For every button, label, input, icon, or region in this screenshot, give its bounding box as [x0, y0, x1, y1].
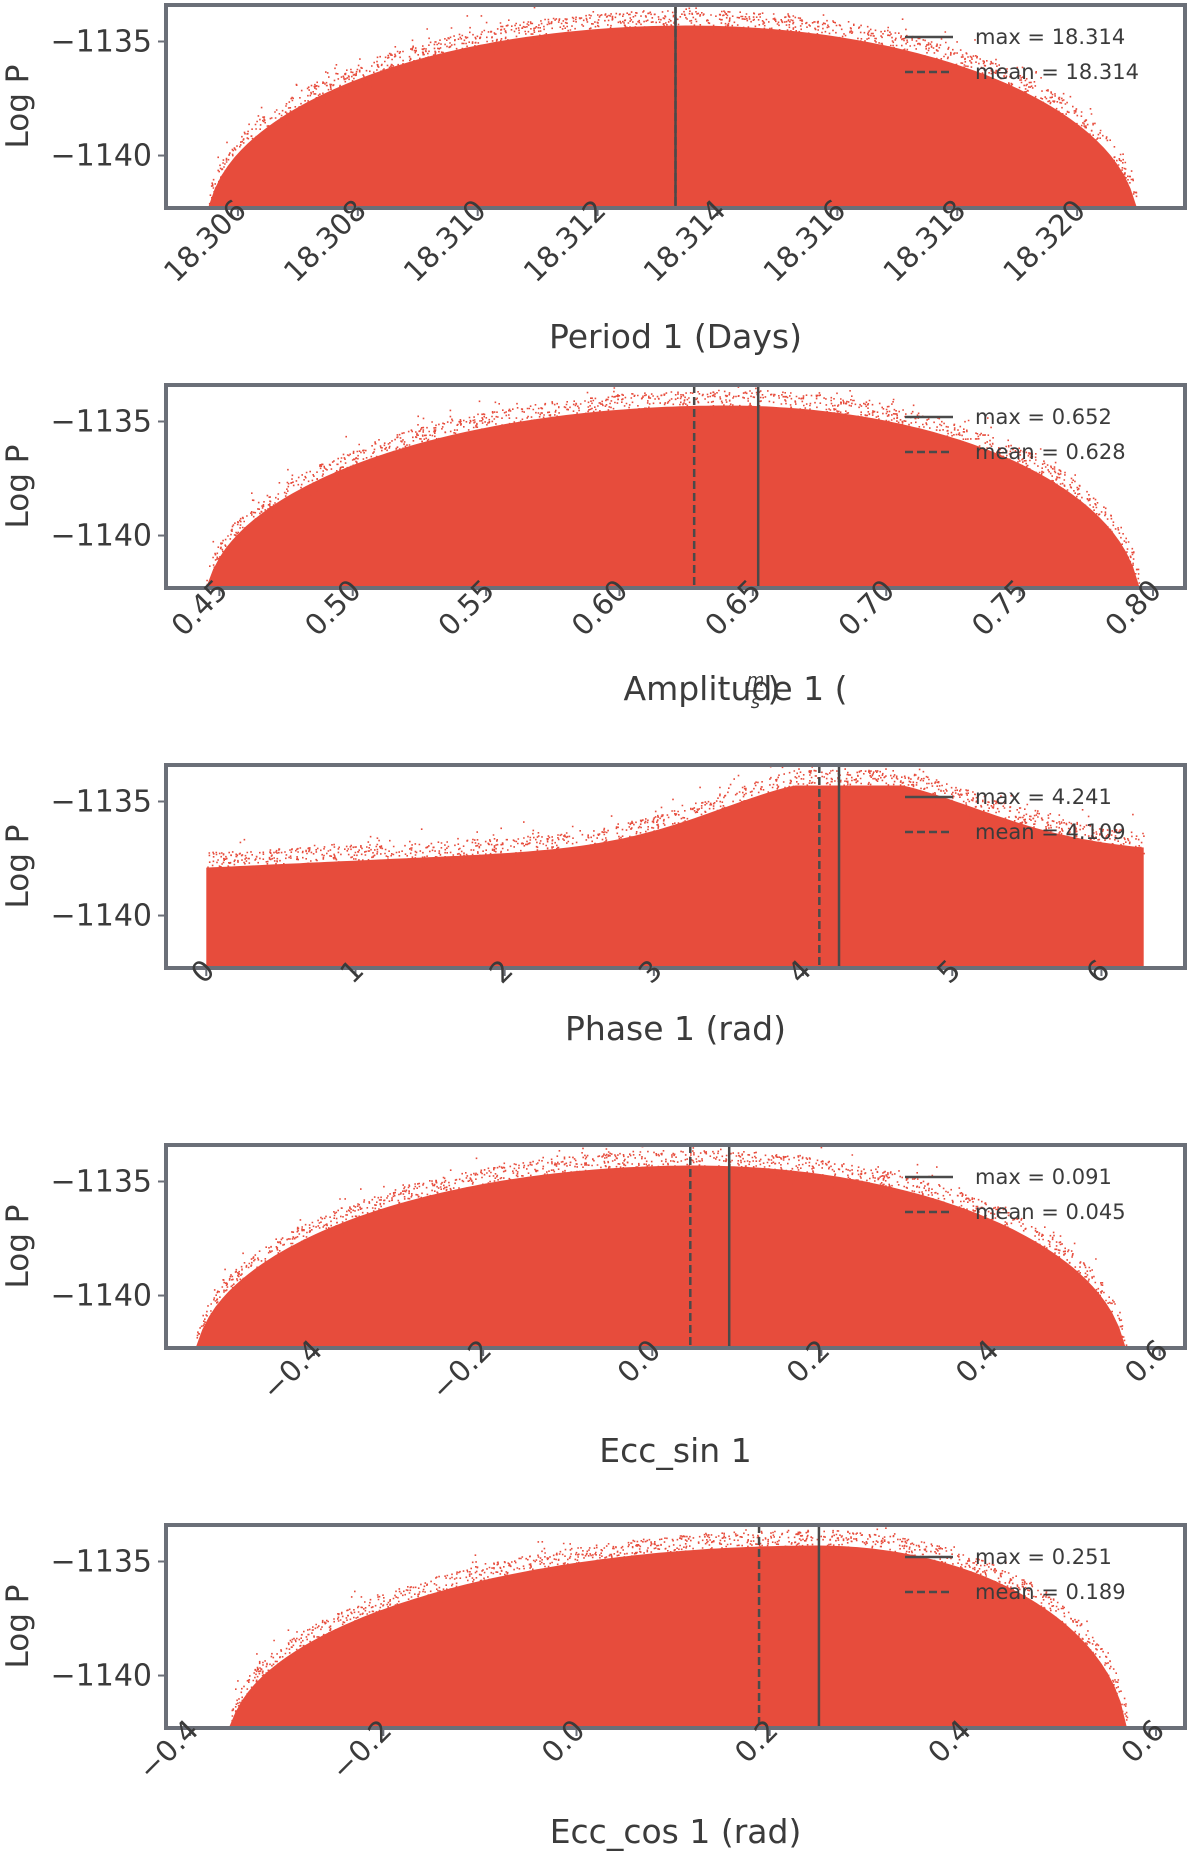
legend: max = 0.251 mean = 0.189	[905, 1545, 1126, 1604]
y-tick-label: −1140	[51, 899, 152, 934]
legend-max-label: max = 0.091	[975, 1165, 1112, 1189]
y-tick-label: −1140	[51, 1279, 152, 1314]
y-tick-label: −1140	[51, 139, 152, 174]
legend-max-label: max = 4.241	[975, 785, 1112, 809]
posterior-density	[195, 1165, 1126, 1348]
legend: max = 0.652 mean = 0.628	[905, 405, 1126, 464]
scatter-region	[228, 1527, 1129, 1728]
legend-max-label: max = 0.251	[975, 1545, 1112, 1569]
y-tick-label: −1140	[51, 519, 152, 554]
posterior-density	[228, 1545, 1128, 1728]
legend: max = 0.091 mean = 0.045	[905, 1165, 1126, 1224]
legend-mean-label: mean = 0.045	[975, 1200, 1126, 1224]
y-axis-label: Log P	[0, 1585, 36, 1669]
axes-frame	[164, 1143, 1187, 1350]
x-axis-label: Ecc_sin 1	[599, 1431, 751, 1470]
x-tick-label: −0.4	[131, 1713, 205, 1787]
y-tick-label: −1140	[51, 1659, 152, 1694]
x-tick-label: 0.6	[1118, 1333, 1175, 1390]
y-axis-label: Log P	[0, 1205, 36, 1289]
legend: max = 4.241 mean = 4.109	[905, 785, 1126, 844]
unit-numerator: m	[747, 670, 765, 691]
posterior-density	[206, 785, 1144, 968]
x-axis-label-close: )	[768, 669, 781, 708]
x-axis-label: Phase 1 (rad)	[565, 1009, 786, 1048]
y-tick-label: −1135	[51, 24, 152, 59]
y-axis-label: Log P	[0, 825, 36, 909]
legend: max = 18.314 mean = 18.314	[905, 25, 1139, 84]
posterior-density	[208, 25, 1137, 208]
y-tick-label: −1135	[51, 1164, 152, 1199]
legend-mean-label: mean = 4.109	[975, 820, 1126, 844]
scatter-region	[208, 5, 1138, 208]
y-axis-label: Log P	[0, 65, 36, 149]
unit-denominator: s	[751, 692, 760, 713]
unit-fraction: ms)	[747, 669, 781, 713]
axes-frame	[164, 383, 1187, 590]
axes-frame	[164, 3, 1187, 210]
y-tick-label: −1135	[51, 784, 152, 819]
legend-mean-label: mean = 0.189	[975, 1580, 1126, 1604]
legend-mean-label: mean = 0.628	[975, 440, 1126, 464]
scatter-region	[195, 1145, 1128, 1348]
legend-max-label: max = 0.652	[975, 405, 1112, 429]
x-axis-label: Amplitude 1 (	[624, 669, 848, 708]
posterior-density	[206, 405, 1140, 588]
legend-max-label: max = 18.314	[975, 25, 1125, 49]
x-axis-label: Ecc_cos 1 (rad)	[550, 1812, 802, 1851]
y-axis-label: Log P	[0, 445, 36, 529]
y-tick-label: −1135	[51, 1544, 152, 1579]
axes-frame	[164, 763, 1187, 970]
x-axis-label: Period 1 (Days)	[549, 317, 802, 356]
legend-mean-label: mean = 18.314	[975, 60, 1139, 84]
y-tick-label: −1135	[51, 404, 152, 439]
axes-frame	[164, 1523, 1187, 1730]
